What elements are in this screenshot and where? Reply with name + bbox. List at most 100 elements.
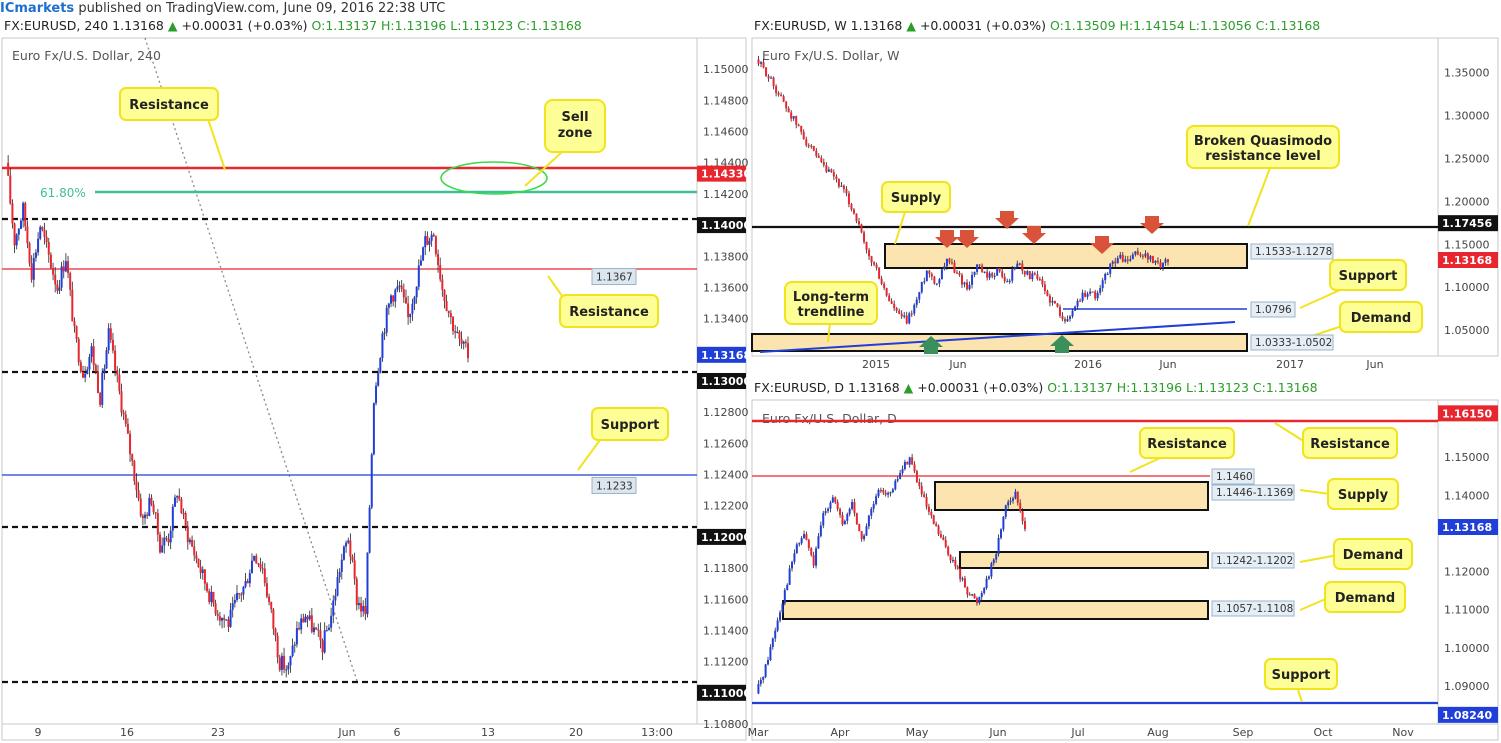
candle-body <box>458 331 461 339</box>
candle-body <box>774 630 777 639</box>
candle-body <box>109 328 112 340</box>
candle-body <box>842 185 845 190</box>
candle-body <box>855 213 858 222</box>
candle-body <box>212 591 215 604</box>
y-tick-label: 1.12600 <box>703 437 749 450</box>
candle-body <box>124 414 127 424</box>
candle-body <box>975 598 978 604</box>
candle-body <box>875 264 878 268</box>
candle-body <box>246 580 249 584</box>
candle-body <box>777 93 780 95</box>
candle-body <box>769 647 772 660</box>
y-tick-label: 1.14200 <box>703 188 749 201</box>
d-y-axis: 1.15000 1.14000 1.12000 1.11000 1.10000 1.090… <box>1444 451 1490 693</box>
candle-body <box>889 492 892 494</box>
h4-symbol-line: FX:EURUSD, 240 1.13168 <box>4 18 164 33</box>
candle-body <box>467 343 469 359</box>
candle-body <box>893 303 896 309</box>
y-tick-label: 1.20000 <box>1444 195 1490 208</box>
w-green-arrows <box>919 335 1074 354</box>
candle-body <box>75 326 78 339</box>
candle-body <box>898 310 901 314</box>
candle-body <box>214 603 217 614</box>
candle-body <box>137 490 140 499</box>
h4-support-label: Support <box>601 418 660 433</box>
candle-body <box>845 189 848 194</box>
w-y-axis: 1.35000 1.30000 1.25000 1.20000 1.15000 1.100… <box>1444 66 1490 337</box>
candle-body <box>793 553 796 562</box>
d-demand-zone-upper <box>959 551 1209 569</box>
candle-body <box>409 313 412 318</box>
candle-body <box>810 145 813 147</box>
candle-body <box>1121 254 1124 262</box>
candle-body <box>1159 262 1162 269</box>
y-tick-label: 1.13800 <box>703 250 749 263</box>
candle-body <box>357 603 360 606</box>
y-tick-label: 1.14800 <box>703 94 749 107</box>
candle-body <box>771 638 774 648</box>
candle-body <box>956 566 959 569</box>
candle-body <box>45 236 48 243</box>
price-tag-text: 1.08240 <box>1442 709 1492 722</box>
candle-body <box>1114 261 1117 264</box>
candle-body <box>1033 273 1036 275</box>
candle-body <box>1011 269 1014 281</box>
candle-body <box>1139 254 1142 256</box>
candle-body <box>971 594 974 596</box>
candle-body <box>1053 300 1056 304</box>
candle-body <box>413 297 416 304</box>
h4-callout-resistance-top: Resistance <box>119 87 226 171</box>
candle-body <box>77 338 80 363</box>
y-tick-label: 1.25000 <box>1444 152 1490 165</box>
candle-body <box>827 508 830 512</box>
candle-body <box>71 289 74 322</box>
candle-body <box>231 603 234 610</box>
candle-body <box>379 358 382 374</box>
candle-body <box>270 602 273 610</box>
candle-body <box>817 536 820 549</box>
candle-body <box>961 274 963 285</box>
candle-body <box>54 274 57 285</box>
w-callout-support: Support <box>1299 259 1407 309</box>
candle-body <box>17 228 20 235</box>
candle-body <box>908 457 911 465</box>
candle-body <box>894 480 897 490</box>
y-tick-label: 1.12800 <box>703 406 749 419</box>
candle-body <box>920 281 923 293</box>
brand-link[interactable]: ICmarkets <box>0 1 75 16</box>
candle-body <box>462 341 465 344</box>
candle-body <box>807 145 810 147</box>
candle-body <box>383 332 386 334</box>
candle-body <box>850 204 853 210</box>
candle-body <box>58 287 61 291</box>
candle-body <box>1023 270 1026 275</box>
d-title: Euro Fx/U.S. Dollar, D <box>762 411 897 426</box>
x-tick-label: 2016 <box>1074 358 1102 371</box>
candle-body <box>1026 271 1029 275</box>
x-tick-label: 9 <box>35 726 42 739</box>
price-tag-text: 1.13168 <box>1442 521 1492 534</box>
candle-body <box>757 684 760 694</box>
candle-body <box>788 568 791 585</box>
candle-body <box>935 283 938 285</box>
candle-body <box>1086 293 1089 297</box>
candle-body <box>772 77 775 87</box>
candle-body <box>815 150 818 156</box>
candle-body <box>999 529 1002 538</box>
candle-body <box>105 350 108 369</box>
candle-body <box>1116 258 1119 264</box>
candle-body <box>49 254 52 268</box>
h4-resistance-top-label: Resistance <box>129 98 209 113</box>
candle-body <box>802 131 805 140</box>
candle-body <box>767 659 770 665</box>
h4-change: +0.00031 (+0.03%) <box>181 18 307 33</box>
d-supply-zone <box>934 481 1209 511</box>
candle-body <box>26 226 29 244</box>
price-tag-text: 1.1367 <box>596 272 633 284</box>
candle-body <box>381 333 384 359</box>
candle-body <box>353 560 356 579</box>
candle-body <box>460 338 463 344</box>
y-tick-label: 1.15000 <box>1444 451 1490 464</box>
h4-callout-sell-zone: Sell zone <box>524 99 606 187</box>
candle-body <box>835 176 838 179</box>
